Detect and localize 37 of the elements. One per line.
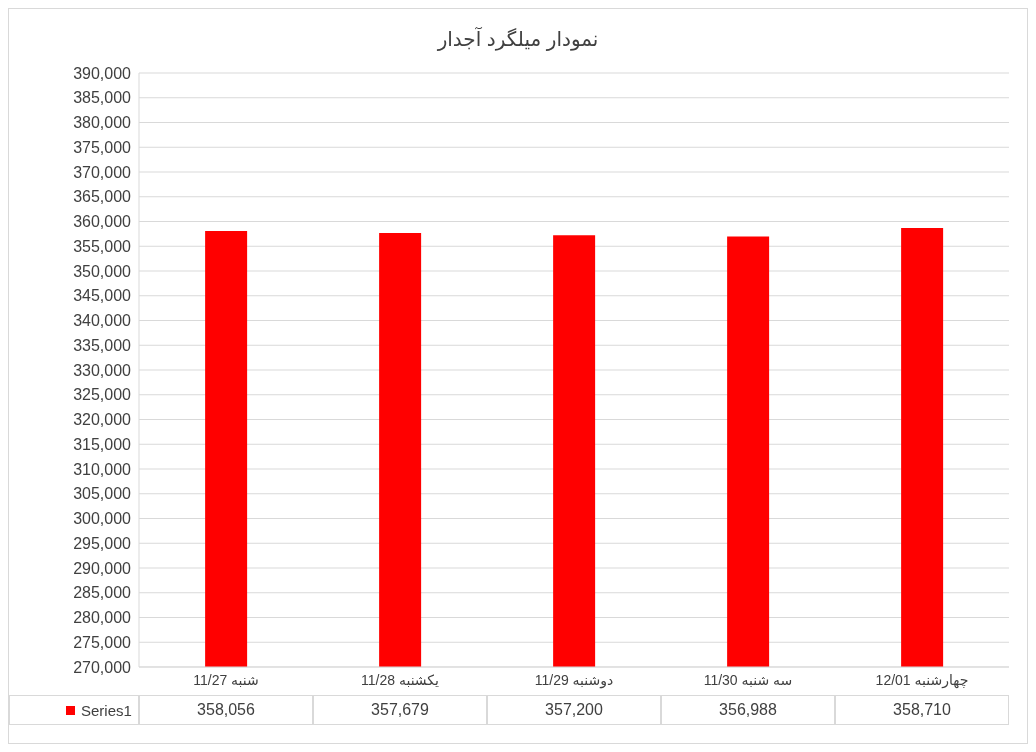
y-tick-label: 290,000 [73, 559, 132, 577]
y-tick-label: 325,000 [73, 386, 132, 404]
y-tick-label: 335,000 [73, 336, 132, 354]
x-tick-label: چهارشنبه 12/01 [875, 671, 969, 689]
y-tick-label: 320,000 [73, 411, 132, 429]
y-tick-label: 285,000 [73, 584, 132, 602]
y-tick-label: 370,000 [73, 163, 132, 181]
y-tick-label: 305,000 [73, 485, 132, 503]
y-tick-label: 310,000 [73, 460, 132, 478]
y-tick-label: 380,000 [73, 114, 132, 132]
y-tick-label: 295,000 [73, 534, 132, 552]
y-tick-label: 350,000 [73, 262, 132, 280]
data-label: 357,200 [487, 695, 661, 725]
x-tick-label: سه شنبه 11/30 [703, 671, 793, 688]
x-tick-label: دوشنبه 11/29 [534, 671, 614, 689]
y-tick-label: 345,000 [73, 287, 132, 305]
data-label: 356,988 [661, 695, 835, 725]
y-tick-label: 270,000 [73, 658, 132, 676]
y-tick-label: 280,000 [73, 609, 132, 627]
y-tick-label: 385,000 [73, 89, 132, 107]
y-tick-label: 360,000 [73, 213, 132, 231]
y-tick-label: 340,000 [73, 312, 132, 330]
chart-title: نمودار میلگرد آجدار [437, 28, 599, 50]
x-tick-label: یکشنبه 11/28 [361, 671, 440, 688]
data-label: 357,679 [313, 695, 487, 725]
legend-label: Series1 [9, 695, 139, 725]
y-tick-label: 275,000 [73, 633, 132, 651]
y-tick-label: 300,000 [73, 510, 132, 528]
y-tick-label: 315,000 [73, 435, 132, 453]
data-label: 358,056 [139, 695, 313, 725]
y-tick-label: 330,000 [73, 361, 132, 379]
data-label: 358,710 [835, 695, 1009, 725]
y-tick-label: 390,000 [73, 64, 132, 82]
y-tick-label: 365,000 [73, 188, 132, 206]
y-tick-label: 355,000 [73, 237, 132, 255]
x-tick-label: شنبه 11/27 [193, 671, 259, 688]
y-tick-label: 375,000 [73, 138, 132, 156]
